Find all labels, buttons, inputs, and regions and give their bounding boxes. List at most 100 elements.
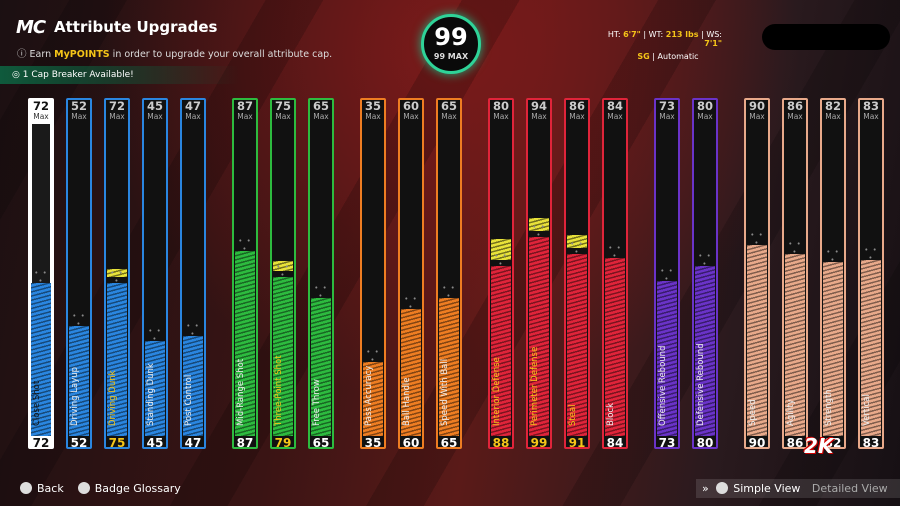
- attribute-column[interactable]: 87 Max • • • Mid-Range Shot 87: [230, 94, 260, 456]
- attribute-column[interactable]: 84 Max • • • Block 84: [600, 94, 630, 456]
- controller-button-icon: [716, 482, 729, 494]
- attribute-max-value: 65: [440, 99, 457, 113]
- attribute-column[interactable]: 35 Max • • • Pass Accuracy 35: [358, 94, 388, 456]
- attribute-bar: [107, 283, 127, 436]
- simple-view-option[interactable]: Simple View: [733, 482, 801, 495]
- attribute-name: Three-Point Shot: [274, 355, 284, 426]
- attribute-label-wrap: Vertical: [860, 236, 882, 436]
- cap-breaker-text: 1 Cap Breaker Available!: [22, 70, 134, 80]
- attribute-max-value: 86: [568, 99, 585, 113]
- attribute-name: Agility: [786, 399, 796, 426]
- wingspan-value: 7'1": [704, 39, 722, 48]
- attribute-bar: [183, 336, 203, 436]
- attribute-column[interactable]: 47 Max • • • Post Control 47: [178, 94, 208, 456]
- attribute-max-value: 65: [312, 99, 329, 113]
- attribute-current-value: 82: [824, 436, 842, 450]
- attribute-bar: [861, 260, 881, 436]
- bar-dots: • • •: [186, 322, 200, 338]
- attribute-column[interactable]: 90 Max • • • Speed 90: [742, 94, 772, 456]
- attribute-column[interactable]: 52 Max • • • Driving Layup 52: [64, 94, 94, 456]
- attribute-name: Mid-Range Shot: [236, 358, 246, 426]
- detailed-view-option[interactable]: Detailed View: [811, 482, 888, 495]
- attribute-bar: [567, 254, 587, 436]
- attribute-column[interactable]: 45 Max • • • Standing Dunk 45: [140, 94, 170, 456]
- controller-button-icon: [77, 482, 90, 494]
- attribute-max-value: 75: [274, 99, 291, 113]
- attribute-bar: [273, 277, 293, 436]
- attribute-label-wrap: Block: [604, 236, 626, 436]
- badge-glossary-button[interactable]: Badge Glossary: [77, 482, 181, 495]
- attribute-current-value: 72: [32, 436, 50, 450]
- attribute-max-value: 87: [236, 99, 253, 113]
- back-label: Back: [37, 482, 64, 495]
- attribute-name: Strength: [824, 389, 834, 426]
- attribute-column[interactable]: 72 Max • • • Close Shot 72: [26, 94, 56, 456]
- bar-dots: • • •: [864, 246, 878, 262]
- attribute-max-value: 83: [862, 99, 879, 113]
- bar-dots: • • •: [72, 312, 86, 328]
- max-label: Max: [33, 112, 49, 121]
- attribute-column[interactable]: 72 Max • • • Driving Dunk 75: [102, 94, 132, 456]
- boost-segment: [491, 239, 511, 260]
- attribute-column[interactable]: 73 Max • • • Offensive Rebound 73: [652, 94, 682, 456]
- attribute-current-value: 65: [312, 436, 330, 450]
- max-label: Max: [403, 112, 419, 121]
- attribute-max-value: 90: [748, 99, 765, 113]
- back-button[interactable]: Back: [20, 482, 64, 495]
- attribute-column[interactable]: 65 Max • • • Free Throw 65: [306, 94, 336, 456]
- attribute-column[interactable]: 65 Max • • • Speed With Ball 65: [434, 94, 464, 456]
- attribute-name: Speed: [748, 399, 758, 426]
- attribute-name: Post Control: [184, 374, 194, 426]
- attribute-bar: [311, 298, 331, 436]
- attribute-max-value: 47: [184, 99, 201, 113]
- max-label: Max: [109, 112, 125, 121]
- bar-dots: • • •: [404, 295, 418, 311]
- attribute-bar: [491, 266, 511, 436]
- attribute-column[interactable]: 86 Max • • • Steal 91: [562, 94, 592, 456]
- attribute-column[interactable]: 94 Max • • • Perimeter Defense 99: [524, 94, 554, 456]
- attribute-current-value: 99: [530, 436, 548, 450]
- attribute-column[interactable]: 86 Max • • • Agility 86: [780, 94, 810, 456]
- bar-dots: • • •: [442, 284, 456, 300]
- attribute-bar: [695, 266, 715, 436]
- attribute-current-value: 35: [364, 436, 382, 450]
- attribute-bar: [785, 254, 805, 436]
- attribute-column[interactable]: 80 Max • • • Interior Defense 88: [486, 94, 516, 456]
- mypoints-highlight: MyPOINTS: [54, 49, 110, 60]
- bar-dots: • • •: [148, 327, 162, 343]
- max-label: Max: [71, 112, 87, 121]
- bar-dots: • • •: [238, 237, 252, 253]
- info-icon: ⓘ: [17, 49, 27, 60]
- bar-dots: • • •: [110, 269, 124, 285]
- attribute-max-value: 45: [146, 99, 163, 113]
- attribute-label-wrap: Three-Point Shot: [272, 236, 294, 436]
- controller-button-icon: [20, 482, 32, 494]
- attribute-current-value: 52: [70, 436, 88, 450]
- attribute-bar: [823, 262, 843, 436]
- cap-breaker-icon: ◎: [12, 70, 20, 80]
- boost-segment: [107, 269, 127, 277]
- attribute-column[interactable]: 75 Max • • • Three-Point Shot 79: [268, 94, 298, 456]
- view-toggle[interactable]: » Simple View Detailed View: [696, 479, 900, 498]
- attribute-current-value: 86: [786, 436, 804, 450]
- attribute-max-value: 80: [492, 99, 509, 113]
- attribute-bar: [439, 298, 459, 436]
- attribute-name: Offensive Rebound: [658, 345, 668, 426]
- bar-dots: • • •: [314, 284, 328, 300]
- attribute-column[interactable]: 83 Max • • • Vertical 83: [856, 94, 886, 456]
- attribute-label-wrap: Speed: [746, 236, 768, 436]
- attribute-label-wrap: Speed With Ball: [438, 236, 460, 436]
- attribute-column[interactable]: 60 Max • • • Ball Handle 60: [396, 94, 426, 456]
- attribute-max-value: 84: [606, 99, 623, 113]
- attribute-bar: [145, 341, 165, 436]
- attribute-name: Driving Dunk: [108, 370, 118, 426]
- page-title: Attribute Upgrades: [54, 18, 218, 36]
- attribute-column[interactable]: 80 Max • • • Defensive Rebound 80: [690, 94, 720, 456]
- attribute-label-wrap: Perimeter Defense: [528, 236, 550, 436]
- weight-value: 213 lbs: [665, 30, 699, 39]
- separator: |: [701, 30, 704, 39]
- attribute-bar: [747, 245, 767, 436]
- position-row: SG | Automatic: [592, 52, 722, 61]
- attribute-column[interactable]: 82 Max • • • Strength 82: [818, 94, 848, 456]
- attribute-current-value: 84: [606, 436, 624, 450]
